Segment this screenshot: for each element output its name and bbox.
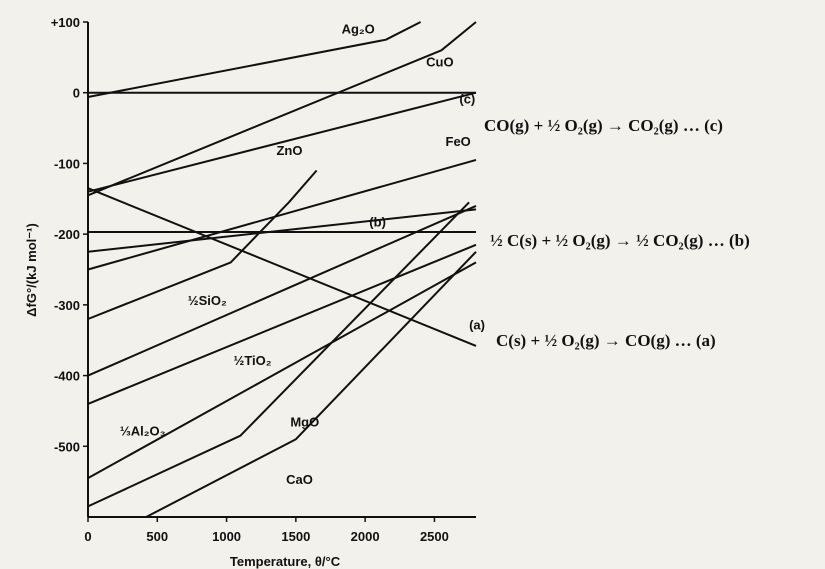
series-labels: Ag₂O CuO (c) FeO ZnO (b) (a) ½SiO₂ ½TiO₂ ⅓Al₂O₃ Mg…	[120, 21, 485, 486]
series-label-feo: FeO	[446, 134, 471, 149]
x-tick-label: 2000	[351, 529, 380, 544]
series-label-cuo: CuO	[426, 55, 453, 70]
y-axis-title: ΔfG°/(kJ mol⁻¹)	[24, 223, 39, 317]
series-label-tio: ½TiO₂	[234, 353, 272, 368]
series-label-cao: CaO	[286, 472, 313, 487]
series-line-mgo	[87, 201, 470, 508]
series-line-feo	[87, 158, 477, 271]
x-tick-label: 1500	[281, 529, 310, 544]
y-tick-label: -100	[54, 156, 80, 171]
axes: +100 0 -100 -200 -300 -400 -500 0 500 1000 1500 200…	[51, 15, 476, 544]
series-label-b: (b)	[369, 214, 386, 229]
series-line-tio	[87, 243, 477, 405]
series-line-unlabelled	[87, 208, 477, 253]
x-tick-label: 2500	[420, 529, 449, 544]
series-lines	[87, 21, 477, 518]
x-axis-title: Temperature, θ/°C	[230, 554, 341, 569]
series-label-sio: ½SiO₂	[188, 293, 227, 308]
series-line-c	[87, 91, 477, 193]
equation-a: C(s) + ½ O₂(g) → CO(g) … (a)	[496, 331, 716, 350]
y-tick-label: -500	[54, 439, 80, 454]
series-label-a: (a)	[469, 318, 485, 333]
x-tick-label: 1000	[212, 529, 241, 544]
series-label-ago: Ag₂O	[342, 21, 375, 36]
y-tick-label: -400	[54, 369, 80, 384]
series-label-c: (c)	[459, 91, 475, 106]
series-line-cuo	[87, 21, 477, 197]
x-tick-label: 0	[84, 529, 91, 544]
series-line-cao	[145, 251, 477, 518]
series-line-a	[87, 187, 477, 347]
equation-b: ½ C(s) + ½ O₂(g) → ½ CO₂(g) … (b)	[490, 231, 750, 250]
series-label-alo: ⅓Al₂O₃	[120, 424, 166, 439]
series-label-zno: ZnO	[276, 143, 302, 158]
series-line-sio	[87, 204, 477, 377]
y-tick-label: -300	[54, 298, 80, 313]
series-line-ago	[87, 21, 422, 98]
series-line-alo	[87, 261, 477, 479]
series-label-mgo: MgO	[290, 414, 319, 429]
y-tick-label: 0	[73, 86, 80, 101]
equation-c: CO(g) + ½ O₂(g) → CO₂(g) … (c)	[484, 116, 723, 135]
y-tick-label: -200	[54, 227, 80, 242]
y-tick-label: +100	[51, 15, 80, 30]
x-tick-label: 500	[146, 529, 168, 544]
